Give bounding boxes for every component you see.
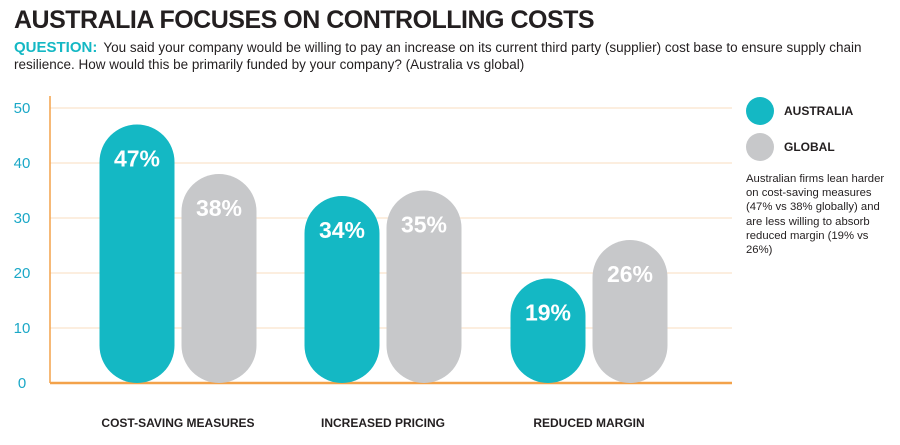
x-category-label-2: INCREASED PRICING <box>321 416 445 430</box>
bar-global-1 <box>181 174 257 383</box>
y-tick-label-40: 40 <box>14 155 31 172</box>
data-label-australia-1: 47% <box>114 146 160 172</box>
x-category-label-3: REDUCED MARGIN <box>533 416 644 430</box>
y-tick-label-20: 20 <box>14 265 31 282</box>
legend-label-australia: AUSTRALIA <box>784 104 854 118</box>
question-text-block: QUESTION: You said your company would be … <box>14 39 884 73</box>
question-text: You said your company would be willing t… <box>14 40 862 72</box>
y-tick-label-50: 50 <box>14 100 31 117</box>
bar-australia-1 <box>99 124 175 383</box>
bar-australia-3 <box>510 278 586 383</box>
bar-global-3 <box>592 240 668 383</box>
data-label-global-3: 26% <box>607 261 653 287</box>
y-tick-label-30: 30 <box>14 210 31 227</box>
y-tick-label-10: 10 <box>14 320 31 337</box>
data-label-australia-2: 34% <box>319 217 365 243</box>
bar-global-2 <box>386 190 462 383</box>
data-label-global-2: 35% <box>401 212 447 238</box>
data-label-global-1: 38% <box>196 195 242 221</box>
bar-australia-2 <box>304 196 380 383</box>
chart-note: Australian firms lean harder on cost-sav… <box>746 173 885 257</box>
y-tick-label-0: 0 <box>18 375 26 392</box>
chart-title: AUSTRALIA FOCUSES ON CONTROLLING COSTS <box>14 6 595 34</box>
question-label: QUESTION: <box>14 39 98 56</box>
legend-swatch-global <box>746 133 774 161</box>
legend-item-global: GLOBAL <box>746 133 835 161</box>
data-label-australia-3: 19% <box>525 300 571 326</box>
legend-label-global: GLOBAL <box>784 140 835 154</box>
legend-swatch-australia <box>746 97 774 125</box>
x-category-label-1: COST-SAVING MEASURES <box>101 416 254 430</box>
legend-item-australia: AUSTRALIA <box>746 97 853 125</box>
